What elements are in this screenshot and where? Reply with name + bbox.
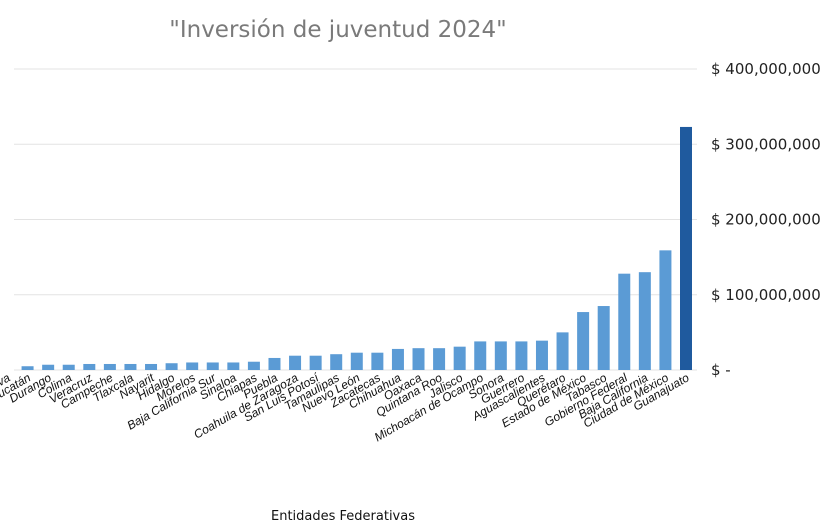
bar (42, 365, 54, 370)
bar (104, 364, 116, 370)
bar (186, 362, 198, 370)
bar (330, 354, 342, 370)
y-tick-label: $ 100,000,000 (711, 286, 821, 304)
bars (22, 127, 692, 370)
bar (598, 306, 610, 370)
bar (639, 272, 651, 370)
bar (227, 362, 239, 370)
bar (536, 341, 548, 370)
bar (413, 348, 425, 370)
bar (351, 353, 363, 370)
bar (433, 348, 445, 370)
bar (515, 341, 527, 370)
bar (577, 312, 589, 370)
y-tick-label: $ 400,000,000 (711, 60, 821, 78)
bar (63, 365, 75, 370)
bar (310, 356, 322, 370)
bar (268, 358, 280, 370)
bar (618, 274, 630, 370)
bar (557, 332, 569, 370)
bar (145, 364, 157, 370)
bar (392, 349, 404, 370)
bar (207, 362, 219, 370)
chart-title: "Inversión de juventud 2024" (169, 17, 506, 43)
bar (83, 364, 95, 370)
x-axis-ticks: ativaYucatánDurangoColimaVeracruzCampech… (0, 370, 692, 445)
bar (22, 366, 34, 370)
bar (371, 353, 383, 370)
bar (124, 364, 136, 370)
bar (495, 341, 507, 370)
y-tick-label: $ 300,000,000 (711, 135, 821, 153)
y-tick-label: $ 200,000,000 (711, 211, 821, 229)
bar (166, 363, 178, 370)
bar (248, 362, 260, 370)
bar (289, 356, 301, 370)
x-axis-label: Entidades Federativas (271, 509, 415, 524)
bar (659, 250, 671, 370)
gridlines (14, 69, 697, 370)
bar (474, 341, 486, 370)
bar (454, 347, 466, 370)
bar (680, 127, 692, 370)
y-tick-label: $ - (711, 361, 731, 379)
y-axis-ticks: $ - $ 100,000,000 $ 200,000,000 $ 300,000,0… (711, 60, 821, 379)
